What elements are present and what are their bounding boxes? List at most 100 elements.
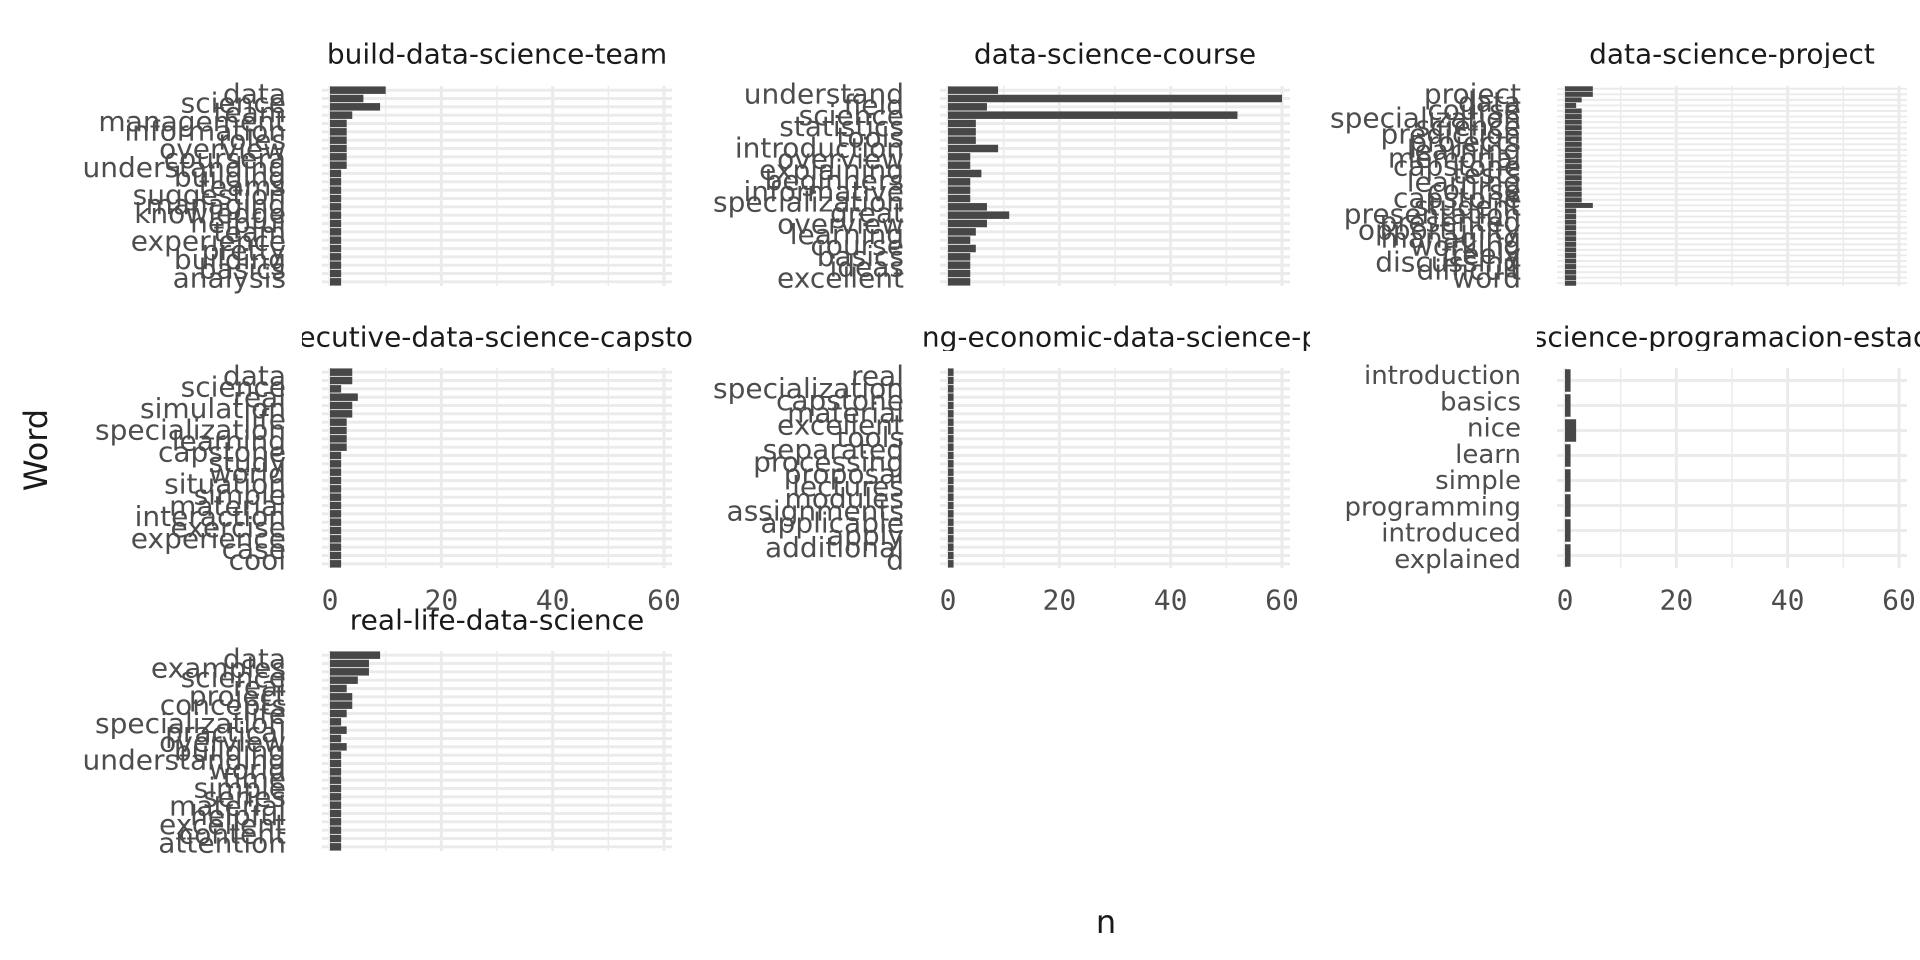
- bar: [948, 186, 971, 194]
- facet-panel: projectdatacoursespecializationsciencepr…: [1330, 38, 1907, 295]
- y-tick-label: material: [169, 489, 286, 522]
- bar: [1565, 169, 1582, 175]
- y-tick-label: applicable: [760, 507, 904, 540]
- x-tick-label: 0: [940, 584, 957, 617]
- x-tick-label: 20: [424, 584, 458, 617]
- bar: [948, 501, 954, 510]
- bar: [1565, 152, 1582, 158]
- y-tick-label: specialization: [95, 707, 286, 740]
- y-tick-label: excellent: [777, 262, 904, 295]
- bar: [948, 203, 987, 211]
- bar: [1565, 164, 1582, 170]
- y-tick-label: excellent: [777, 409, 904, 442]
- bar: [1565, 119, 1582, 125]
- y-tick-label: simulation: [140, 392, 286, 425]
- bar: [1565, 114, 1582, 120]
- bar: [1565, 247, 1577, 253]
- bar: [330, 443, 347, 451]
- bar: [330, 401, 353, 410]
- x-axis-title: n: [1095, 903, 1117, 941]
- bar: [330, 186, 342, 194]
- bar: [948, 485, 954, 493]
- bar: [948, 443, 954, 451]
- bar: [330, 560, 342, 568]
- y-tick-label: data: [223, 643, 286, 676]
- bar: [330, 776, 342, 784]
- bar: [948, 535, 954, 543]
- x-tick-label: 60: [647, 584, 681, 617]
- bar: [948, 111, 1238, 119]
- y-tick-label: difficult: [1416, 254, 1521, 287]
- bar: [330, 153, 347, 161]
- bar: [948, 493, 954, 501]
- y-tick-label: science: [181, 370, 286, 403]
- y-tick-label: apply: [827, 519, 904, 552]
- y-tick-label: learning: [1407, 166, 1521, 199]
- bar: [948, 178, 971, 186]
- bar: [330, 743, 347, 751]
- y-tick-label: statistics: [779, 110, 904, 143]
- bar: [1565, 225, 1577, 231]
- bar: [330, 261, 342, 269]
- bar: [948, 211, 1010, 219]
- bar: [1565, 91, 1593, 97]
- y-tick-label: specialization: [1330, 102, 1521, 135]
- bar: [330, 510, 342, 518]
- y-tick-label: course: [1427, 94, 1521, 127]
- bar: [330, 203, 342, 211]
- y-tick-label: programming: [1344, 492, 1521, 522]
- bar: [330, 651, 381, 659]
- bar: [948, 94, 1282, 103]
- bar: [948, 376, 954, 385]
- bar: [1565, 275, 1577, 281]
- bar: [330, 119, 347, 128]
- bar: [1565, 394, 1571, 417]
- y-tick-label: examples: [151, 652, 286, 685]
- bar: [948, 244, 976, 253]
- y-tick-label: explaining: [759, 153, 904, 186]
- y-tick-label: roles: [218, 124, 286, 157]
- bar: [330, 103, 381, 111]
- facet-title: managing-economic-data-science-projects: [817, 321, 1413, 354]
- bar: [948, 518, 954, 526]
- facet-title: data-science-programacion-estadistica: [1460, 321, 1920, 354]
- bar: [948, 269, 971, 278]
- x-tick-label: 0: [322, 584, 339, 617]
- bar: [330, 793, 342, 801]
- x-tick-label: 20: [1042, 584, 1076, 617]
- x-tick-label: 40: [1154, 584, 1188, 617]
- y-tick-label: science: [181, 87, 286, 120]
- y-tick-label: introduced: [1381, 519, 1521, 549]
- bar: [330, 734, 342, 743]
- y-tick-label: practical: [165, 716, 286, 749]
- facet-panel: understandfieldsciencestatisticstoolsint…: [713, 38, 1290, 295]
- bar: [948, 418, 954, 426]
- bar: [1565, 186, 1582, 192]
- y-tick-label: data: [223, 360, 286, 393]
- x-tick-label: 20: [1659, 584, 1693, 617]
- bar: [948, 219, 987, 228]
- y-tick-label: team: [213, 96, 286, 129]
- facet-panel: introductionbasicsnicelearnsimpleprogram…: [1344, 321, 1920, 617]
- bar: [330, 435, 347, 443]
- bar: [330, 784, 342, 793]
- bar: [330, 659, 369, 668]
- bar: [948, 543, 954, 551]
- bar: [948, 236, 971, 244]
- bar: [330, 526, 342, 535]
- bar: [330, 501, 342, 510]
- y-tick-label: science: [181, 661, 286, 694]
- y-tick-label: science: [799, 99, 904, 132]
- bar: [330, 451, 342, 460]
- y-tick-label: life: [243, 403, 286, 436]
- y-tick-label: cool: [229, 544, 286, 577]
- x-tick-label: 60: [1265, 584, 1299, 617]
- y-tick-label: project: [1424, 78, 1521, 111]
- bar: [330, 826, 342, 834]
- bar: [330, 668, 369, 676]
- bar: [330, 128, 347, 136]
- y-tick-label: building: [174, 160, 286, 193]
- y-tick-label: course: [1427, 174, 1521, 207]
- y-tick-label: prediction: [1381, 118, 1521, 151]
